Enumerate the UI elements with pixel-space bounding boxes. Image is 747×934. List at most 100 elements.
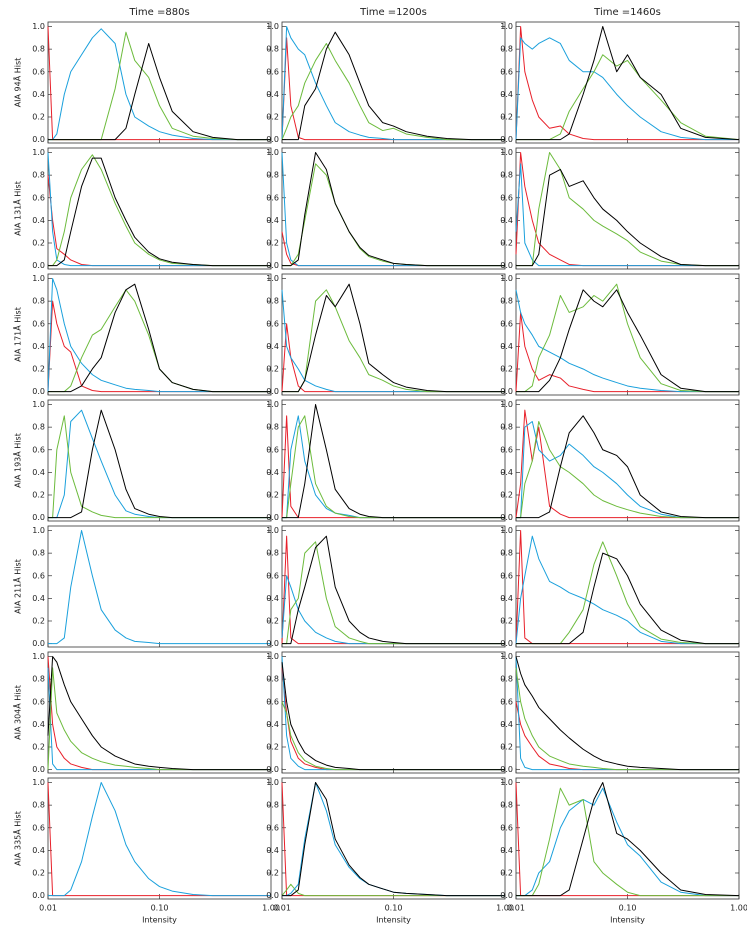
y-tick-label: 0.8 <box>500 171 513 180</box>
y-tick-label: 0.6 <box>500 823 513 832</box>
y-tick-label: 0.2 <box>500 490 513 499</box>
series-line <box>515 311 739 393</box>
y-tick-label: 0.2 <box>32 868 45 877</box>
series-line <box>281 575 505 645</box>
y-tick-label: 0.6 <box>500 445 513 454</box>
panel-frame <box>47 777 272 900</box>
y-tick-label: 0.6 <box>32 823 45 832</box>
series-line <box>48 782 271 897</box>
x-tick-label: 0.10 <box>385 904 403 913</box>
y-tick-label: 1.0 <box>266 148 279 157</box>
panel-frame <box>281 777 506 900</box>
y-tick-label: 0.6 <box>266 571 279 580</box>
y-tick-label: 0.8 <box>266 423 279 432</box>
y-tick-label: 1.0 <box>500 526 513 535</box>
y-tick-label: 1.0 <box>32 778 45 787</box>
series-line <box>515 656 739 771</box>
y-tick-label: 0.8 <box>266 171 279 180</box>
series-line <box>281 656 505 771</box>
y-tick-label: 0.2 <box>500 868 513 877</box>
y-tick-label: 0.8 <box>32 297 45 306</box>
series-line <box>47 278 271 393</box>
y-tick-label: 0.8 <box>266 549 279 558</box>
series-line <box>281 415 505 519</box>
panel-frame <box>281 651 506 774</box>
y-tick-label: 1.0 <box>32 400 45 409</box>
series-line <box>515 26 739 141</box>
series-line <box>48 415 271 519</box>
y-tick-label: 0.2 <box>500 616 513 625</box>
y-tick-label: 0.0 <box>32 891 45 900</box>
y-tick-label: 0.0 <box>32 387 45 396</box>
y-tick-label: 0.0 <box>266 135 279 144</box>
panel-frame <box>47 399 272 522</box>
y-tick-label: 0.0 <box>32 765 45 774</box>
y-axis-label: AIA 335Å Hist <box>12 811 23 866</box>
y-tick-label: 0.2 <box>32 616 45 625</box>
y-tick-label: 0.6 <box>266 67 279 76</box>
x-axis-label: Intensity <box>376 916 411 925</box>
y-tick-label: 0.6 <box>32 445 45 454</box>
y-tick-label: 0.4 <box>500 342 513 351</box>
y-tick-label: 0.6 <box>32 67 45 76</box>
y-tick-label: 1.0 <box>32 148 45 157</box>
y-tick-label: 0.2 <box>266 238 279 247</box>
y-tick-label: 0.2 <box>266 112 279 121</box>
panel-title: Time =1460s <box>593 7 661 18</box>
series-line <box>516 54 740 141</box>
series-line <box>281 662 505 771</box>
y-tick-label: 0.8 <box>32 675 45 684</box>
series-line <box>516 289 739 393</box>
y-tick-label: 1.0 <box>500 400 513 409</box>
y-tick-label: 0.8 <box>32 423 45 432</box>
y-tick-label: 0.4 <box>500 594 513 603</box>
series-line <box>47 300 271 393</box>
panel-frame <box>515 525 740 648</box>
y-tick-label: 0.0 <box>500 891 513 900</box>
y-tick-label: 0.6 <box>500 67 513 76</box>
y-tick-label: 0.6 <box>266 445 279 454</box>
series-line <box>282 31 505 141</box>
y-tick-label: 0.2 <box>500 364 513 373</box>
series-line <box>515 535 739 645</box>
y-tick-label: 0.0 <box>32 261 45 270</box>
panel-frame <box>281 399 506 522</box>
series-line <box>516 552 739 645</box>
series-line <box>516 541 739 645</box>
x-tick-label: 0.10 <box>151 904 169 913</box>
y-tick-label: 0.8 <box>500 297 513 306</box>
series-line <box>281 782 505 897</box>
y-tick-label: 0.8 <box>32 549 45 558</box>
y-tick-label: 0.2 <box>500 742 513 751</box>
y-tick-label: 0.8 <box>266 801 279 810</box>
x-axis-label: Intensity <box>142 916 177 925</box>
y-axis-label: AIA 131Å Hist <box>12 181 23 236</box>
series-line <box>516 152 739 267</box>
series-line <box>516 787 739 897</box>
panel-frame <box>47 21 272 144</box>
panel-frame <box>515 21 740 144</box>
series-line <box>282 782 505 897</box>
y-tick-label: 1.0 <box>32 22 45 31</box>
series-line <box>48 28 271 141</box>
y-tick-label: 0.0 <box>32 513 45 522</box>
y-tick-label: 1.0 <box>266 652 279 661</box>
y-tick-label: 1.0 <box>266 526 279 535</box>
y-tick-label: 0.2 <box>32 490 45 499</box>
y-tick-label: 0.4 <box>500 216 513 225</box>
y-tick-label: 0.4 <box>500 846 513 855</box>
series-line <box>515 289 739 393</box>
y-tick-label: 0.0 <box>500 639 513 648</box>
y-tick-label: 1.0 <box>266 22 279 31</box>
panel-frame <box>47 147 272 270</box>
y-tick-label: 0.8 <box>500 801 513 810</box>
panel-title: Time =880s <box>128 7 189 18</box>
series-line <box>282 404 505 519</box>
series-line <box>515 152 739 267</box>
y-tick-label: 0.2 <box>266 742 279 751</box>
series-line <box>47 152 271 267</box>
series-line <box>281 667 505 771</box>
y-tick-label: 0.8 <box>32 171 45 180</box>
y-tick-label: 1.0 <box>32 274 45 283</box>
